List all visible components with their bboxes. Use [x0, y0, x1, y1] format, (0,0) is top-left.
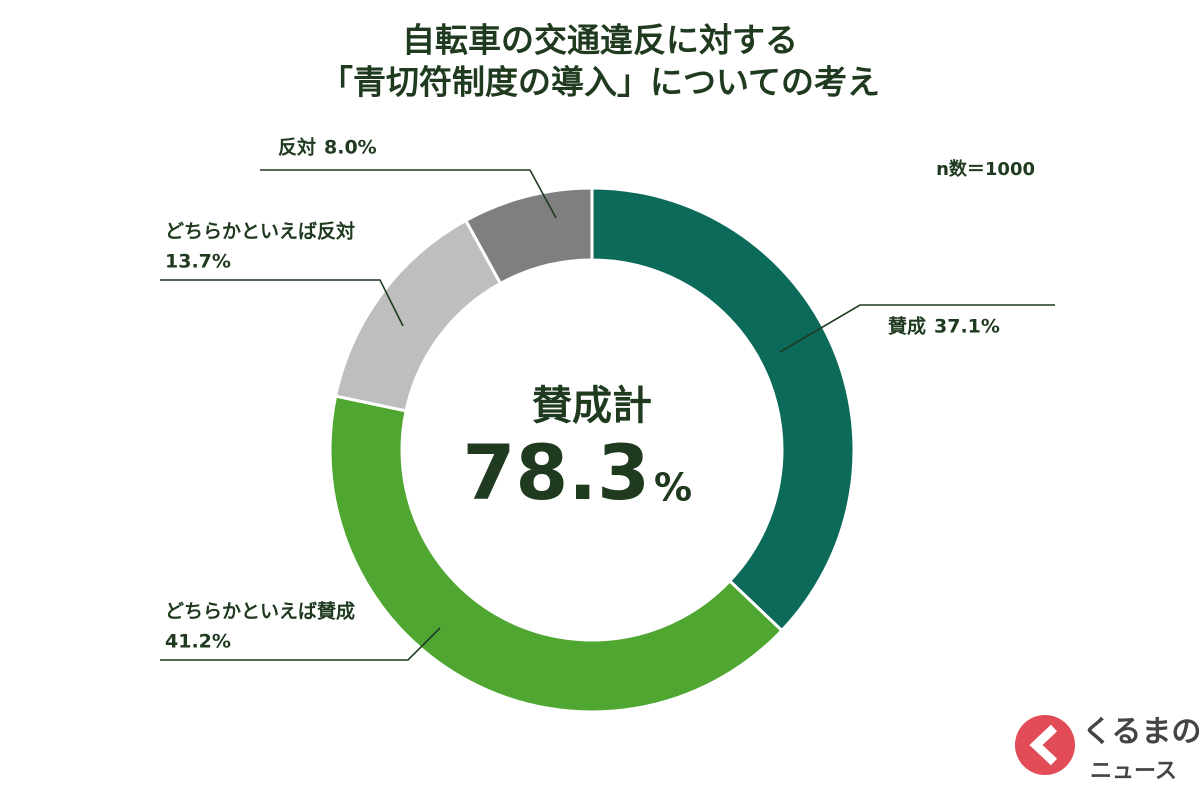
donut-segment: [463, 186, 594, 286]
segment-name: 賛成: [888, 315, 926, 338]
logo-text: ニュース: [1090, 759, 1177, 784]
sample-size: n数＝1000: [936, 158, 1035, 180]
segment-value: 8.0%: [324, 137, 377, 159]
logo-chevron: [1029, 724, 1058, 766]
segment-value: 37.1%: [934, 316, 1000, 338]
leader-line: [779, 304, 1055, 353]
chart-title: 自転車の交通違反に対する: [402, 21, 798, 60]
leader-line: [160, 627, 441, 661]
logo-circle: [1015, 715, 1075, 775]
center-value: 78.3: [462, 428, 650, 517]
segment-value: 13.7%: [165, 251, 231, 273]
segment-name: どちらかといえば賛成: [165, 600, 355, 623]
donut-segment: [590, 186, 856, 633]
donut-segment: [333, 218, 503, 413]
center-label: 賛成計: [532, 383, 652, 429]
segment-name: どちらかといえば反対: [165, 220, 355, 243]
center-unit: %: [654, 466, 692, 510]
leader-line: [260, 169, 557, 219]
logo-text: くるまの: [1082, 715, 1200, 750]
donut-segment: [328, 394, 784, 714]
segment-name: 反対: [278, 136, 316, 159]
segment-value: 41.2%: [165, 631, 231, 653]
chart-title: 「青切符制度の導入」についての考え: [320, 63, 880, 102]
leader-line: [160, 279, 404, 327]
watermark: くるまの ニュース: [1015, 715, 1200, 784]
